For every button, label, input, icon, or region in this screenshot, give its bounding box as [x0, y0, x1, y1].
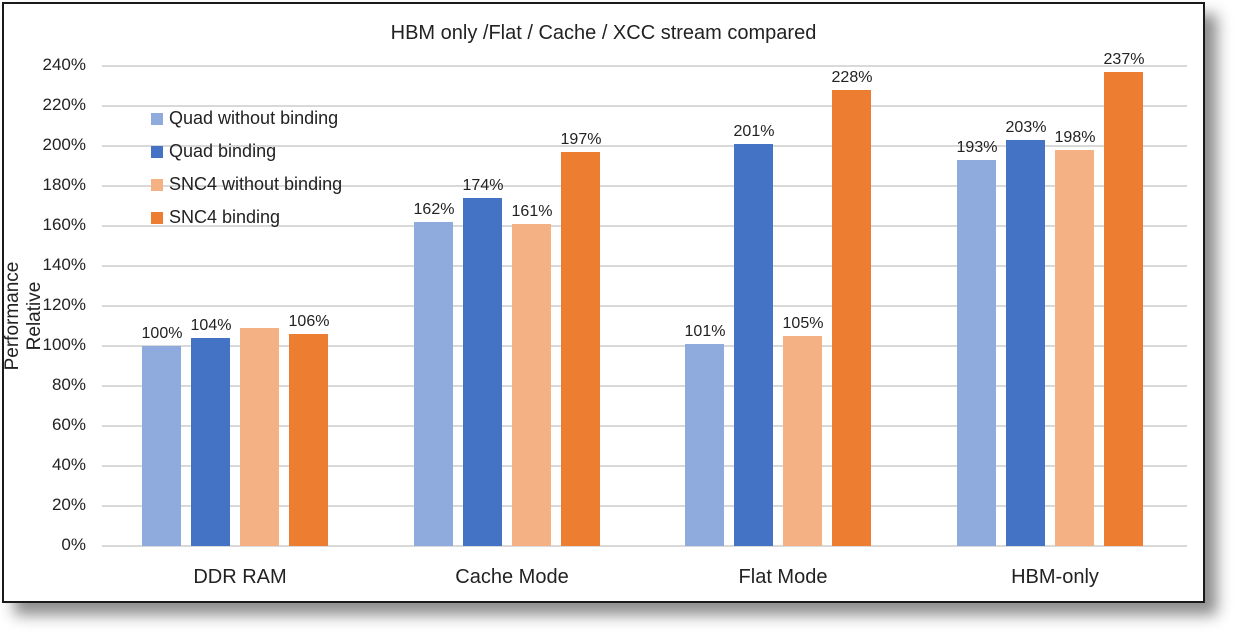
bar: [957, 160, 996, 546]
gridline: [102, 425, 1187, 427]
data-label: 161%: [511, 203, 553, 220]
legend-item: Quad without binding: [151, 102, 342, 135]
data-label: 101%: [684, 323, 726, 340]
data-label: 237%: [1103, 51, 1145, 68]
x-category-label: DDR RAM: [193, 566, 287, 588]
data-label: 104%: [190, 317, 232, 334]
y-tick-label: 240%: [42, 55, 86, 74]
data-label: 193%: [956, 139, 998, 156]
y-tick-label: 160%: [42, 215, 86, 234]
data-label: 106%: [288, 313, 330, 330]
data-label: 203%: [1005, 119, 1047, 136]
y-tick-label: 80%: [51, 375, 86, 394]
y-tick-label: 100%: [42, 335, 86, 354]
gridline: [102, 305, 1187, 307]
legend-swatch-icon: [151, 178, 163, 191]
bar: [1006, 140, 1045, 546]
data-label: 197%: [560, 131, 602, 148]
bar: [240, 328, 279, 546]
data-label: 162%: [413, 201, 455, 218]
gridline: [102, 225, 1187, 227]
y-tick-label: 60%: [51, 415, 86, 434]
legend-item: SNC4 without binding: [151, 168, 342, 201]
bar: [561, 152, 600, 546]
gridline: [102, 185, 1187, 187]
data-label: 228%: [831, 69, 873, 86]
x-category-label: HBM-only: [1011, 566, 1099, 588]
y-tick-label: 180%: [42, 175, 86, 194]
chart-frame: HBM only /Flat / Cache / XCC stream comp…: [2, 2, 1205, 603]
y-tick-label: 220%: [42, 95, 86, 114]
gridline: [102, 265, 1187, 267]
legend-swatch-icon: [151, 145, 163, 158]
gridline: [102, 65, 1187, 67]
bar: [142, 346, 181, 546]
gridline: [102, 105, 1187, 107]
legend-swatch-icon: [151, 112, 163, 125]
x-category-label: Flat Mode: [738, 566, 828, 588]
y-tick-label: 20%: [51, 495, 86, 514]
data-label: 201%: [733, 123, 775, 140]
legend-item: Quad binding: [151, 135, 342, 168]
legend-label: SNC4 binding: [169, 207, 281, 227]
data-label: 174%: [462, 177, 504, 194]
bar: [512, 224, 551, 546]
y-tick-label: 40%: [51, 455, 86, 474]
gridline: [102, 145, 1187, 147]
bar: [463, 198, 502, 546]
bar: [783, 336, 822, 546]
legend: Quad without binding Quad binding SNC4 wit…: [151, 102, 342, 234]
bar: [289, 334, 328, 546]
y-tick-label: 0%: [61, 535, 86, 554]
x-category-label: Cache Mode: [455, 566, 569, 588]
gridline: [102, 505, 1187, 507]
gridline: [102, 345, 1187, 347]
bar: [1104, 72, 1143, 546]
y-tick-label: 200%: [42, 135, 86, 154]
chart-title: HBM only /Flat / Cache / XCC stream comp…: [390, 22, 817, 44]
y-tick-label: 140%: [42, 255, 86, 274]
gridline: [102, 465, 1187, 467]
legend-label: Quad without binding: [169, 108, 339, 128]
legend-swatch-icon: [151, 211, 163, 224]
bar: [1055, 150, 1094, 546]
bar: [685, 344, 724, 546]
data-label: 105%: [782, 315, 824, 332]
bar: [191, 338, 230, 546]
bar: [414, 222, 453, 546]
legend-item: SNC4 binding: [151, 201, 342, 234]
bar: [832, 90, 871, 546]
legend-label: Quad binding: [169, 141, 277, 161]
gridline: [102, 545, 1187, 547]
gridline: [102, 385, 1187, 387]
data-label: 198%: [1054, 129, 1096, 146]
legend-label: SNC4 without binding: [169, 174, 343, 194]
data-label: 100%: [141, 325, 183, 342]
bar: [734, 144, 773, 546]
y-tick-label: 120%: [42, 295, 86, 314]
